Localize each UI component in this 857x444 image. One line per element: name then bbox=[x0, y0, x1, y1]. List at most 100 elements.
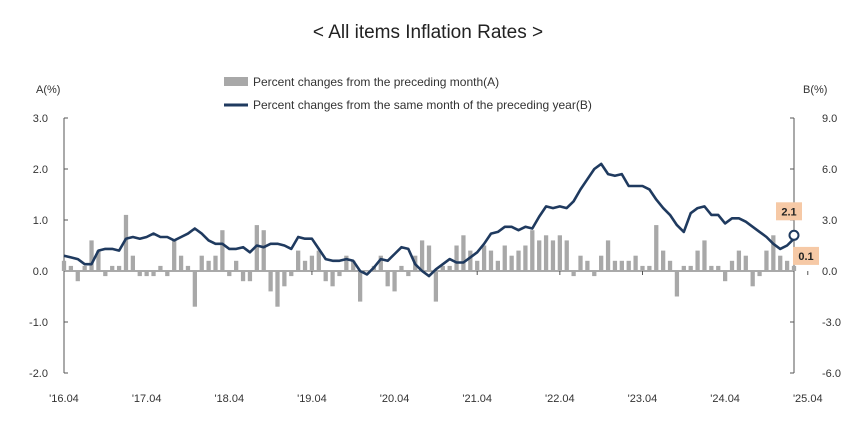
right-tick-label: 3.0 bbox=[822, 215, 837, 227]
mom-bar bbox=[234, 260, 239, 271]
mom-bar bbox=[784, 260, 790, 271]
mom-bar bbox=[592, 271, 597, 277]
mom-bar bbox=[282, 271, 287, 287]
right-tick-label: 6.0 bbox=[822, 164, 837, 176]
mom-bar bbox=[192, 271, 197, 307]
mom-bar bbox=[289, 271, 294, 277]
mom-bar bbox=[722, 271, 728, 282]
mom-bar bbox=[158, 265, 163, 271]
mom-bar bbox=[640, 265, 645, 271]
left-tick-label: -2.0 bbox=[29, 368, 48, 380]
mom-bar bbox=[378, 255, 383, 271]
right-tick-label: 0.0 bbox=[822, 266, 837, 278]
mom-bar bbox=[337, 271, 342, 277]
mom-bar bbox=[571, 271, 576, 277]
x-tick-label: '18.04 bbox=[214, 393, 244, 405]
mom-bar bbox=[626, 260, 631, 271]
mom-bar bbox=[254, 225, 259, 271]
left-tick-label: 3.0 bbox=[33, 113, 48, 125]
mom-bar bbox=[151, 271, 156, 277]
mom-bar bbox=[178, 255, 184, 271]
mom-bar bbox=[674, 271, 680, 297]
mom-bar bbox=[61, 260, 67, 271]
mom-bar bbox=[447, 265, 452, 271]
mom-bar bbox=[599, 255, 604, 271]
mom-bar bbox=[433, 271, 439, 302]
mom-bar bbox=[96, 250, 101, 271]
mom-bar bbox=[316, 250, 321, 271]
mom-bar bbox=[495, 260, 501, 271]
x-tick-label: '23.04 bbox=[628, 393, 658, 405]
mom-callout-label: 0.1 bbox=[798, 251, 813, 263]
mom-bar bbox=[647, 265, 652, 271]
mom-bar bbox=[103, 271, 108, 277]
mom-bar bbox=[695, 250, 700, 271]
mom-bar bbox=[123, 214, 129, 271]
mom-bar bbox=[344, 255, 349, 271]
yoy-callout-label: 2.1 bbox=[781, 206, 796, 218]
mom-bar bbox=[764, 250, 769, 271]
left-axis-label: A(%) bbox=[36, 84, 60, 96]
x-tick-label: '17.04 bbox=[132, 393, 162, 405]
mom-callout-box bbox=[793, 246, 819, 265]
right-tick-label: -3.0 bbox=[822, 317, 841, 329]
right-axis-label: B(%) bbox=[803, 84, 827, 96]
latest-point-marker bbox=[788, 229, 800, 241]
mom-bar bbox=[199, 255, 204, 271]
mom-bar bbox=[385, 271, 390, 287]
yoy-line bbox=[63, 162, 795, 278]
mom-bar bbox=[550, 240, 556, 271]
mom-bar bbox=[137, 271, 142, 277]
mom-bar bbox=[440, 265, 445, 271]
mom-bar bbox=[585, 260, 590, 271]
mom-bar bbox=[240, 271, 246, 282]
mom-bar bbox=[729, 260, 735, 271]
right-tick-label: 9.0 bbox=[822, 113, 837, 125]
mom-bar bbox=[709, 265, 714, 271]
mom-bar bbox=[475, 260, 480, 271]
mom-bar bbox=[220, 230, 225, 271]
left-tick-label: -1.0 bbox=[29, 317, 48, 329]
mom-bar bbox=[661, 250, 666, 271]
x-tick-label: '19.04 bbox=[297, 393, 327, 405]
mom-bar bbox=[488, 250, 494, 271]
mom-bar bbox=[509, 255, 514, 271]
legend-line-label: Percent changes from the same month of t… bbox=[253, 98, 592, 112]
mom-bar bbox=[543, 235, 549, 271]
mom-bar bbox=[681, 265, 686, 271]
mom-bar bbox=[523, 245, 528, 271]
mom-bar bbox=[688, 265, 693, 271]
mom-bar bbox=[399, 265, 404, 271]
mom-bar bbox=[633, 255, 638, 271]
mom-bar bbox=[578, 255, 583, 271]
mom-bar bbox=[330, 271, 335, 287]
mom-bar bbox=[165, 271, 170, 277]
mom-bar bbox=[736, 250, 742, 271]
mom-bar bbox=[296, 250, 301, 271]
bar-series bbox=[61, 214, 797, 307]
mom-bar bbox=[116, 265, 122, 271]
line-series bbox=[63, 162, 795, 278]
mom-bar bbox=[309, 255, 315, 271]
mom-bar bbox=[750, 271, 755, 287]
mom-bar bbox=[227, 271, 232, 277]
legend-bar-label: Percent changes from the preceding month… bbox=[253, 75, 499, 89]
mom-bar bbox=[426, 245, 432, 271]
axes: 3.0 2.0 1.0 0.0 -1.0 -2.0 9.0 6.0 3.0 0.0 -3.0 -6.0… bbox=[29, 113, 841, 405]
mom-bar bbox=[454, 245, 459, 271]
mom-bar bbox=[564, 240, 569, 271]
mom-bar bbox=[419, 240, 425, 271]
mom-bar bbox=[213, 255, 218, 271]
mom-bar bbox=[461, 235, 466, 271]
left-tick-label: 0.0 bbox=[33, 266, 48, 278]
mom-bar bbox=[757, 271, 762, 277]
mom-bar bbox=[605, 240, 611, 271]
mom-bar bbox=[357, 271, 363, 302]
x-tick-label: '16.04 bbox=[49, 393, 79, 405]
mom-bar bbox=[702, 240, 707, 271]
mom-bar bbox=[502, 245, 507, 271]
x-tick-label: '20.04 bbox=[380, 393, 410, 405]
callouts: 2.1 0.1 bbox=[776, 202, 819, 265]
x-tick-label: '22.04 bbox=[545, 393, 575, 405]
mom-bar bbox=[716, 265, 721, 271]
